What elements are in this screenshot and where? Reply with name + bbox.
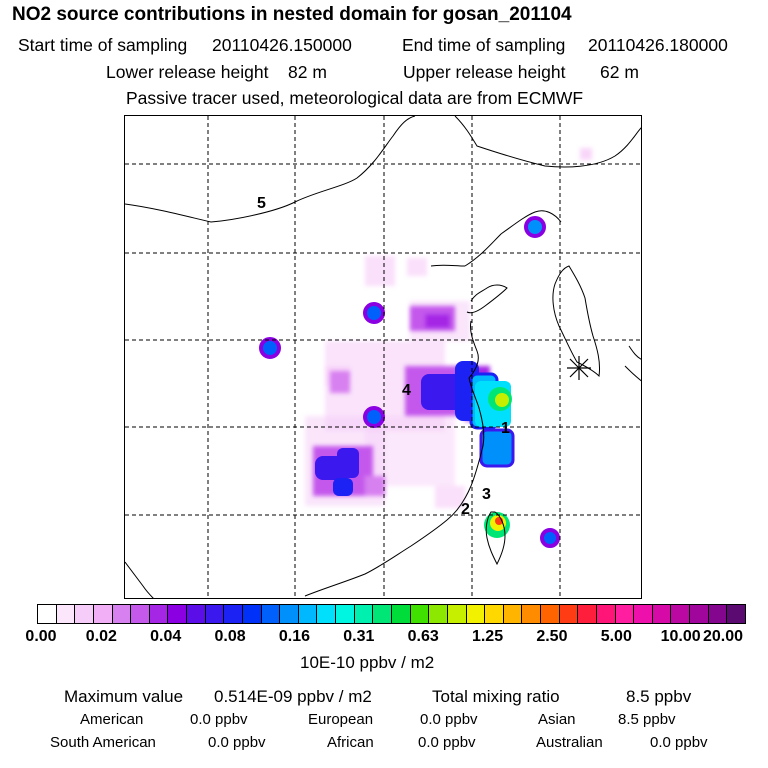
region-name-south-american: South American [50, 734, 156, 751]
colorbar-cell [577, 604, 597, 624]
colorbar-cell [409, 604, 430, 624]
colorbar-cell [633, 604, 653, 624]
cluster-label-3: 3 [482, 486, 491, 503]
colorbar-cell [707, 604, 728, 624]
upper-release-value: 62 m [600, 62, 639, 82]
colorbar-cell [614, 604, 635, 624]
colorbar-cell [670, 604, 691, 624]
colorbar-cell [689, 604, 709, 624]
region-value-american: 0.0 ppbv [190, 711, 248, 728]
region-value-australian: 0.0 ppbv [650, 734, 708, 751]
map-panel: 5 4 1 2 3 [124, 115, 642, 599]
receptor-station-marker [567, 356, 591, 380]
region-name-european: European [308, 711, 374, 728]
colorbar-cell [130, 604, 150, 624]
colorbar-cell [186, 604, 206, 624]
max-value: 0.514E-09 ppbv / m2 [214, 687, 372, 706]
shanghai-hotspot [475, 381, 512, 427]
colorbar-cell [540, 604, 560, 624]
figure-title: NO2 source contributions in nested domai… [12, 4, 572, 25]
colorbar-cell [595, 604, 616, 624]
colorbar-tick-label: 0.08 [214, 628, 246, 645]
colorbar-tick-label: 0.63 [407, 628, 439, 645]
colorbar-tick-label: 0.31 [343, 628, 375, 645]
region-value-asian: 8.5 ppbv [618, 711, 676, 728]
colorbar-cell [726, 604, 746, 624]
total-mixing-ratio-value: 8.5 ppbv [626, 687, 692, 706]
colorbar-tick-label: 0.00 [25, 628, 57, 645]
lat-lon-grid [125, 116, 641, 598]
colorbar [37, 604, 746, 626]
colorbar-cell [335, 604, 355, 624]
region-name-asian: Asian [538, 711, 576, 728]
colorbar-cell [111, 604, 132, 624]
colorbar-cell [92, 604, 113, 624]
colorbar-cell [74, 604, 94, 624]
cluster-label-4: 4 [402, 382, 411, 399]
colorbar-cell [241, 604, 262, 624]
region-name-african: African [327, 734, 374, 751]
region-value-south-american: 0.0 ppbv [208, 734, 266, 751]
map-canvas: 5 4 1 2 3 [125, 116, 641, 598]
colorbar-cell [223, 604, 243, 624]
colorbar-cell [148, 604, 169, 624]
colorbar-tick-label: 0.02 [85, 628, 117, 645]
colorbar-cell [558, 604, 579, 624]
colorbar-tick-label: 2.50 [536, 628, 568, 645]
upper-release-label: Upper release height [403, 62, 566, 82]
colorbar-cell [484, 604, 504, 624]
data-source-note: Passive tracer used, meteorological data… [126, 88, 584, 108]
region-name-australian: Australian [536, 734, 603, 751]
colorbar-tick-label: 0.16 [278, 628, 311, 645]
region-value-african: 0.0 ppbv [418, 734, 476, 751]
cluster-label-1: 1 [501, 420, 510, 437]
region-value-european: 0.0 ppbv [420, 711, 478, 728]
taiwan-hotspot [484, 512, 510, 538]
start-time-label: Start time of sampling [18, 35, 188, 55]
colorbar-units: 10E-10 ppbv / m2 [300, 653, 435, 672]
colorbar-cell [37, 604, 57, 624]
colorbar-tick-label: 0.04 [150, 628, 182, 645]
colorbar-tick-label: 1.25 [471, 628, 504, 645]
colorbar-tick-label: 5.00 [600, 628, 632, 645]
start-time-value: 20110426.150000 [212, 35, 352, 55]
colorbar-cell [521, 604, 542, 624]
colorbar-tick-label: 10.00 [660, 628, 701, 645]
colorbar-cell [316, 604, 337, 624]
colorbar-cell [502, 604, 523, 624]
colorbar-cell [279, 604, 299, 624]
colorbar-cell [353, 604, 374, 624]
colorbar-cell [260, 604, 281, 624]
lower-release-value: 82 m [288, 62, 327, 82]
colorbar-cell [372, 604, 392, 624]
colorbar-cell [428, 604, 448, 624]
colorbar-cell [651, 604, 672, 624]
cluster-label-5: 5 [257, 195, 266, 212]
colorbar-tick-label: 20.00 [702, 628, 744, 645]
colorbar-cell [465, 604, 486, 624]
colorbar-cell [55, 604, 76, 624]
lower-release-label: Lower release height [106, 62, 269, 82]
colorbar-cell [167, 604, 188, 624]
colorbar-cell [391, 604, 411, 624]
high-concentration-plume [259, 216, 560, 548]
cluster-label-2: 2 [461, 501, 470, 518]
total-mixing-ratio-label: Total mixing ratio [432, 687, 560, 706]
end-time-value: 20110426.180000 [588, 35, 728, 55]
max-value-label: Maximum value [64, 687, 184, 706]
colorbar-cell [297, 604, 318, 624]
colorbar-cell [446, 604, 467, 624]
end-time-label: End time of sampling [402, 35, 566, 55]
colorbar-cell [204, 604, 225, 624]
region-name-american: American [80, 711, 144, 728]
